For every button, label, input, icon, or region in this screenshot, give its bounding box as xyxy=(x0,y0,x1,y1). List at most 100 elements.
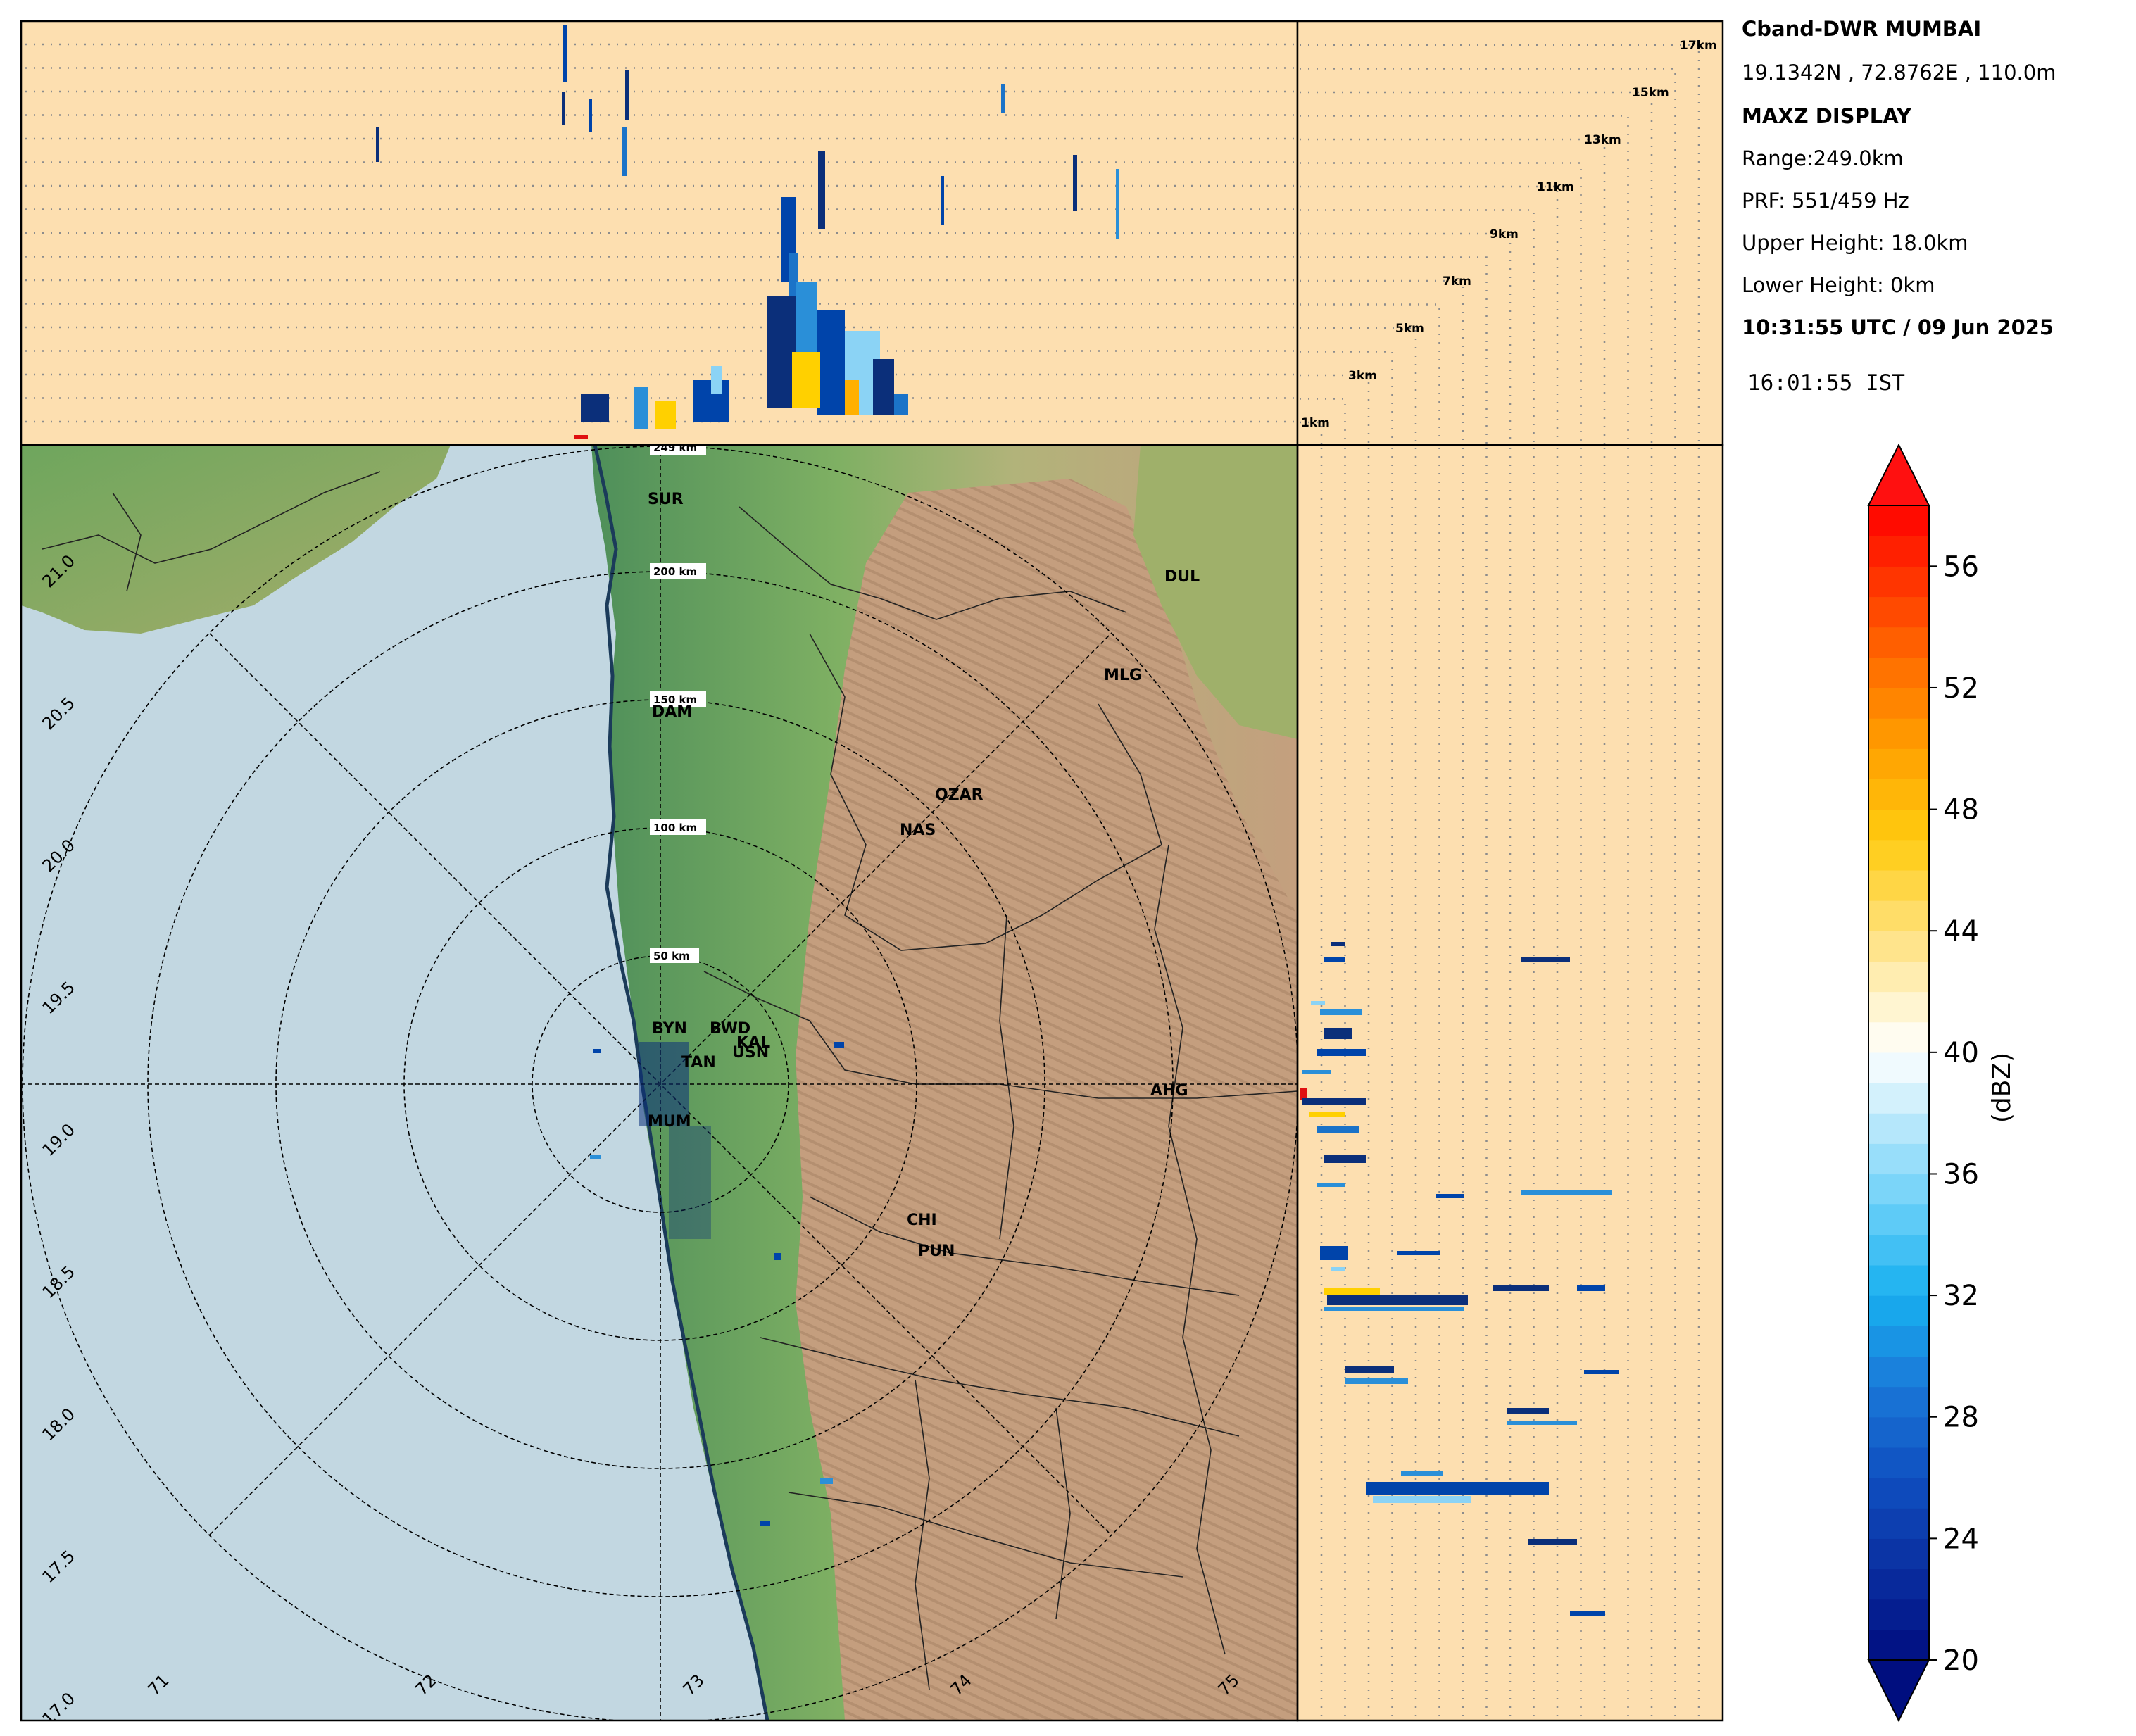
colorbar-strip xyxy=(1868,931,1929,962)
height-label-7km: 7km xyxy=(1443,275,1471,289)
colorbar-strip xyxy=(1868,1447,1929,1478)
map-panel: 249 km 200 km 150 km 100 km 50 km SUR DU… xyxy=(21,441,1298,1721)
colorbar-tick-label: 20 xyxy=(1943,1644,1979,1677)
colorbar-strip xyxy=(1868,1538,1929,1570)
colorbar-strip xyxy=(1868,1599,1929,1630)
colorbar-strip xyxy=(1868,687,1929,719)
top-section-panel xyxy=(20,20,1299,446)
side-section-panel xyxy=(1296,444,1724,1722)
colorbar-strip xyxy=(1868,1021,1929,1053)
city-kal: KAL xyxy=(736,1034,770,1052)
colorbar-strip xyxy=(1868,1386,1929,1418)
colorbar-max-arrow xyxy=(1867,443,1930,506)
colorbar-strip xyxy=(1868,1113,1929,1144)
map-border xyxy=(20,444,1299,1722)
colorbar-tick-label: 36 xyxy=(1943,1158,1979,1190)
colorbar-frame xyxy=(1868,505,1930,1661)
range-text: Range:249.0km xyxy=(1742,146,1904,170)
deccan-plateau xyxy=(796,479,1298,1721)
ring-label-200: 200 km xyxy=(653,565,697,578)
colorbar-tick-label: 40 xyxy=(1943,1037,1979,1069)
height-label-1km: 1km xyxy=(1301,416,1330,430)
side-echoes xyxy=(1300,942,1619,1616)
colorbar-strip xyxy=(1868,900,1929,931)
city-labels: SUR DUL MLG DAM OZAR NAS BYN BWD KAL USN… xyxy=(648,491,1200,1260)
radar-location: 19.1342N , 72.8762E , 110.0m xyxy=(1742,61,2056,84)
city-usn: USN xyxy=(732,1044,769,1062)
colorbar-strip xyxy=(1868,1264,1929,1296)
map-echoes xyxy=(590,1042,844,1526)
city-ozar: OZAR xyxy=(935,786,984,804)
product-name: MAXZ DISPLAY xyxy=(1742,104,1911,128)
height-label-3km: 3km xyxy=(1348,369,1377,383)
corner-grid-step xyxy=(1300,398,1346,445)
colorbar-strip xyxy=(1868,1052,1929,1083)
city-nas: NAS xyxy=(900,822,936,839)
colorbar-strip xyxy=(1868,1356,1929,1388)
khandesh-region xyxy=(1133,445,1298,739)
coastline xyxy=(593,445,769,1721)
district-boundaries xyxy=(42,471,1298,1690)
colorbar-strip xyxy=(1868,1478,1929,1509)
ring-label-150: 150 km xyxy=(653,693,697,706)
corner-grid-step xyxy=(1300,185,1559,445)
colorbar-strip xyxy=(1868,657,1929,688)
colorbar-strip xyxy=(1868,809,1929,841)
colorbar-tick-label: 28 xyxy=(1943,1402,1979,1434)
side-height-grid xyxy=(1320,448,1700,1718)
colorbar-strip xyxy=(1868,718,1929,749)
height-label-5km: 5km xyxy=(1395,322,1424,336)
colorbar-strip xyxy=(1868,869,1929,901)
height-label-13km: 13km xyxy=(1584,133,1621,147)
range-ring-labels: 249 km 200 km 150 km 100 km 50 km xyxy=(650,441,706,963)
corner-grid-step xyxy=(1300,68,1676,445)
colorbar-strip xyxy=(1868,596,1929,628)
city-pun: PUN xyxy=(918,1243,955,1260)
colorbar-strip xyxy=(1868,1326,1929,1357)
city-bwd: BWD xyxy=(710,1020,750,1038)
colorbar-strip xyxy=(1868,627,1929,658)
top-echoes xyxy=(376,25,1119,439)
colorbar-strip xyxy=(1868,1568,1929,1600)
colorbar-strip xyxy=(1868,748,1929,780)
corner-grid-step xyxy=(1300,256,1488,445)
top-height-grid xyxy=(25,43,1295,423)
city-chi: CHI xyxy=(907,1212,937,1229)
colorbar-strip xyxy=(1868,1083,1929,1114)
colorbar-tick-label: 24 xyxy=(1943,1523,1979,1555)
colorbar-strip xyxy=(1868,1234,1929,1266)
colorbar-ticks: 20 24 28 32 36 40 44 48 52 56 xyxy=(1929,551,1979,1677)
utc-time: 10:31:55 UTC / 09 Jun 2025 xyxy=(1742,315,2054,339)
colorbar-tick-label: 56 xyxy=(1943,551,1979,583)
height-labels: 17km 15km 13km 11km 9km 7km 5km 3km 1km xyxy=(1301,39,1717,430)
corner-stair-grid xyxy=(1300,44,1700,445)
colorbar-strip xyxy=(1868,505,1929,536)
ring-label-249: 249 km xyxy=(653,441,697,454)
upper-height-text: Upper Height: 18.0km xyxy=(1742,231,1968,255)
height-label-17km: 17km xyxy=(1680,39,1717,53)
colorbar-strip xyxy=(1868,779,1929,810)
colorbar-strip xyxy=(1868,1204,1929,1235)
colorbar-strip xyxy=(1868,566,1929,598)
prf-text: PRF: 551/459 Hz xyxy=(1742,189,1909,213)
corner-grid-step xyxy=(1300,162,1582,445)
height-corner-panel: 17km 15km 13km 11km 9km 7km 5km 3km 1km xyxy=(1296,20,1724,446)
colorbar-tick-label: 32 xyxy=(1943,1280,1979,1312)
height-label-11km: 11km xyxy=(1537,180,1574,194)
lower-height-text: Lower Height: 0km xyxy=(1742,273,1935,297)
city-dam: DAM xyxy=(652,703,692,721)
ring-label-50: 50 km xyxy=(653,950,690,962)
colorbar-strip xyxy=(1868,536,1929,567)
colorbar-tick-label: 48 xyxy=(1943,794,1979,826)
city-ahg: AHG xyxy=(1150,1082,1188,1100)
colorbar-strips xyxy=(1868,505,1929,1661)
city-tan: TAN xyxy=(681,1054,716,1071)
colorbar-strip xyxy=(1868,961,1929,993)
colorbar-tick-label: 52 xyxy=(1943,672,1979,705)
colorbar-strip xyxy=(1868,1629,1929,1661)
city-dul: DUL xyxy=(1164,568,1200,586)
colorbar-label: (dBZ) xyxy=(1987,1052,2016,1123)
height-label-15km: 15km xyxy=(1632,86,1669,100)
colorbar-strip xyxy=(1868,1416,1929,1448)
